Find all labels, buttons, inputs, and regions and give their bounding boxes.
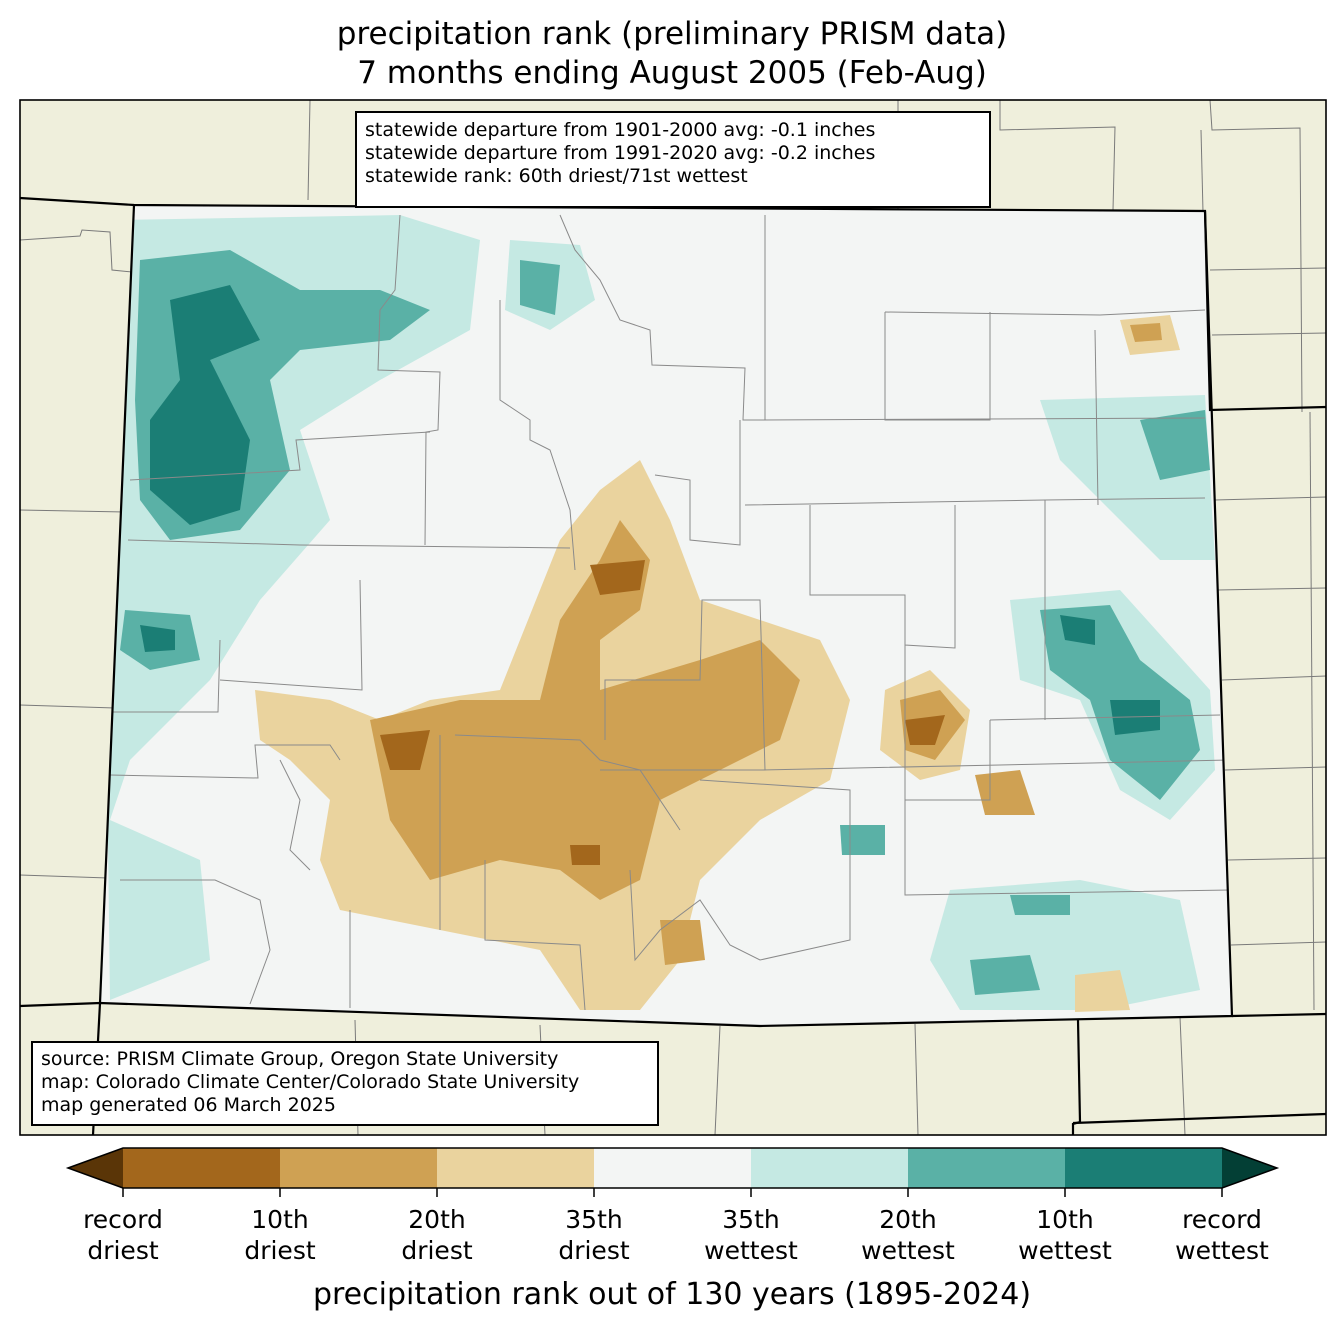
colorbar-tick-label: 35th driest: [524, 1204, 664, 1266]
tick-label-line-2: wettest: [861, 1236, 955, 1265]
colorbar-tick-label: record wettest: [1152, 1204, 1292, 1266]
colorbar-extend-low: [68, 1148, 123, 1188]
colorbar-tick-label: record driest: [53, 1204, 193, 1266]
tick-label-line-2: driest: [87, 1236, 159, 1265]
tick-label-line-1: 10th: [1036, 1205, 1094, 1234]
colorbar-tick-label: 10th driest: [210, 1204, 350, 1266]
tick-label-line-2: wettest: [704, 1236, 798, 1265]
tick-label-line-2: driest: [558, 1236, 630, 1265]
county-lines: [109, 214, 1231, 1011]
map-title-line-1: precipitation rank (preliminary PRISM da…: [336, 16, 1008, 52]
statewide-stats-box: statewide departure from 1901-2000 avg: …: [355, 111, 991, 208]
tick-label-line-1: record: [83, 1205, 163, 1234]
map-frame: [19, 99, 1327, 1136]
colorbar-segment: [594, 1148, 752, 1188]
credits-line-1: source: PRISM Climate Group, Oregon Stat…: [41, 1048, 559, 1070]
colorbar-tick-label: 35th wettest: [681, 1204, 821, 1266]
colorbar-segment: [1065, 1148, 1223, 1188]
tick-label-line-1: record: [1182, 1205, 1262, 1234]
tick-label-line-1: 20th: [408, 1205, 466, 1234]
credits-line-3: map generated 06 March 2025: [41, 1094, 336, 1116]
colorbar-segment: [280, 1148, 438, 1188]
colorbar-tick-label: 20th wettest: [838, 1204, 978, 1266]
stats-line-2: statewide departure from 1991-2020 avg: …: [365, 142, 876, 164]
colorbar-title: precipitation rank out of 130 years (189…: [312, 1277, 1032, 1312]
precipitation-rank-regions: [100, 205, 1215, 1012]
colorbar-tick-label: 20th driest: [367, 1204, 507, 1266]
colorbar-segment: [123, 1148, 281, 1188]
colorbar-extend-high: [1222, 1148, 1277, 1188]
tick-label-line-1: 20th: [879, 1205, 937, 1234]
credits-box: source: PRISM Climate Group, Oregon Stat…: [31, 1041, 659, 1126]
credits-line-2: map: Colorado Climate Center/Colorado St…: [41, 1071, 580, 1093]
stats-line-3: statewide rank: 60th driest/71st wettest: [365, 165, 748, 187]
colorbar: [65, 1147, 1280, 1197]
tick-label-line-2: driest: [244, 1236, 316, 1265]
colorbar-segment: [437, 1148, 595, 1188]
colorbar-segment: [908, 1148, 1066, 1188]
tick-label-line-2: driest: [401, 1236, 473, 1265]
stats-line-1: statewide departure from 1901-2000 avg: …: [365, 119, 876, 141]
map-title-line-2: 7 months ending August 2005 (Feb-Aug): [357, 55, 987, 91]
colorbar-tick-label: 10th wettest: [995, 1204, 1135, 1266]
tick-label-line-1: 35th: [565, 1205, 623, 1234]
tick-label-line-1: 35th: [722, 1205, 780, 1234]
tick-label-line-2: wettest: [1018, 1236, 1112, 1265]
tick-label-line-1: 10th: [251, 1205, 309, 1234]
colorbar-segment: [751, 1148, 909, 1188]
tick-label-line-2: wettest: [1175, 1236, 1269, 1265]
